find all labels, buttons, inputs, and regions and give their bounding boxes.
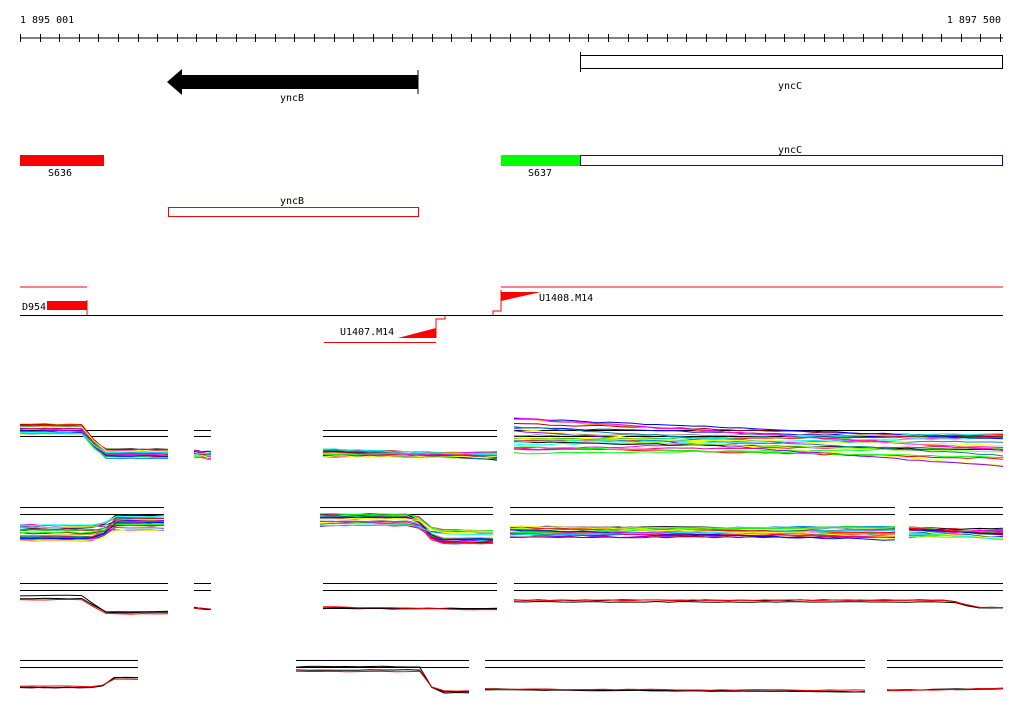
track-signal-line (295, 665, 470, 694)
track-signal-line (513, 417, 1004, 452)
track-signal-line (484, 688, 866, 692)
track-signal-line (19, 521, 165, 540)
feature-D954[interactable] (47, 301, 87, 310)
track-signal-line (513, 599, 1004, 609)
track-signal-line (513, 437, 1004, 446)
track-signal-line (320, 524, 494, 535)
gene-yncB-label: yncB (280, 93, 304, 104)
track-signal-line (320, 516, 494, 541)
track-signal-line (19, 676, 139, 689)
track-signal-line (19, 520, 165, 532)
track-signal-line (886, 687, 1004, 692)
segment-S636[interactable] (20, 155, 104, 166)
signal-track-4 (19, 660, 1004, 694)
track-signal-line (513, 446, 1004, 458)
track-signal-line (19, 594, 168, 614)
feature-U1407-label: U1407.M14 (340, 327, 394, 338)
track-signal-line (20, 529, 165, 542)
track-signal-line (319, 520, 494, 545)
track-signal-line (295, 669, 470, 693)
feature-D954-label: D954 (22, 302, 46, 313)
segment-S636-label: S636 (48, 168, 72, 179)
track-signal-line (908, 530, 1004, 539)
feature-U1407-marker[interactable] (398, 328, 436, 338)
track-signal-line (19, 517, 165, 539)
feature-U1408-tick (492, 290, 502, 315)
track-signal-line (513, 432, 1004, 443)
track-signal-line (319, 512, 494, 533)
track-signal-line (908, 529, 1004, 535)
track-signal-line (908, 533, 1004, 539)
transcript-yncC-box[interactable] (580, 155, 1003, 166)
track-signal-line (19, 678, 139, 688)
track-signal-line (513, 600, 1004, 609)
track-signal-line (19, 519, 165, 537)
feature-track: D954 U1408.M14 U1407.M14 (20, 286, 1003, 343)
track-signal-line (19, 523, 164, 529)
feature-U1408-marker[interactable] (501, 292, 541, 301)
track-signal-line (513, 445, 1004, 451)
segment-S637[interactable] (501, 155, 580, 166)
transcript-yncC-label: yncC (778, 145, 802, 156)
transcript-track: yncC S636 S637 yncB (20, 145, 1003, 217)
track-signal-line (322, 448, 498, 456)
feature-U1408-label: U1408.M14 (539, 293, 593, 304)
track-signal-line (513, 599, 1003, 608)
track-signal-line (323, 606, 498, 611)
track-signal-line (193, 454, 212, 459)
gene-yncB-arrow[interactable] (167, 69, 418, 95)
track-signal-line (20, 597, 169, 613)
gene-track: yncB yncC (167, 52, 1003, 104)
segment-S637-label: S637 (528, 168, 552, 179)
coordinate-ruler: 1 895 001 1 897 500 (20, 15, 1003, 42)
track-signal-line (19, 430, 169, 456)
track-signal-line (514, 433, 1004, 437)
track-signal-line (322, 451, 498, 458)
track-signal-line (19, 523, 165, 534)
track-signal-line (193, 607, 212, 610)
track-signal-line (19, 432, 169, 459)
track-signal-line (510, 536, 896, 539)
track-signal-line (19, 515, 165, 527)
track-signal-line (509, 526, 896, 534)
track-signal-line (19, 598, 169, 615)
track-signal-line (322, 455, 498, 458)
signal-track-1 (19, 417, 1004, 467)
signal-track-3 (19, 583, 1004, 615)
track-signal-line (193, 450, 212, 455)
track-signal-line (908, 527, 1004, 531)
track-signal-line (20, 431, 169, 454)
signal-track-2 (19, 507, 1004, 545)
ruler-start-label: 1 895 001 (20, 15, 74, 26)
ruler-end-label: 1 897 500 (947, 15, 1001, 26)
track-signal-line (295, 670, 470, 692)
track-signal-line (319, 517, 494, 534)
track-signal-line (509, 529, 896, 536)
gene-yncC-label: yncC (778, 81, 802, 92)
track-signal-line (509, 525, 896, 537)
transcript-yncB-box[interactable] (168, 207, 419, 217)
track-signal-line (509, 529, 896, 541)
transcript-yncB-label: yncB (280, 196, 304, 207)
feature-U1407-tick (435, 315, 446, 338)
ruler-ticks (20, 34, 1001, 42)
track-signal-line (19, 426, 169, 453)
gene-yncC-box[interactable] (580, 55, 1003, 69)
track-signal-line (193, 451, 212, 455)
